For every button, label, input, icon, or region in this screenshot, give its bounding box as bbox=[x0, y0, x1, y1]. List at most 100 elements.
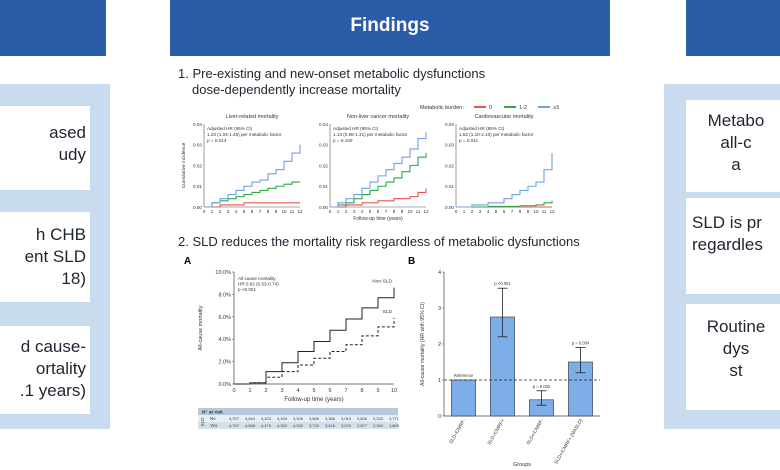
hr-annotation: Adjusted HR (95% CI) bbox=[333, 126, 379, 131]
x-tick-label: 9 bbox=[376, 388, 379, 394]
x-tick-label: 2 bbox=[471, 209, 474, 214]
x-tick-label: 6 bbox=[251, 209, 254, 214]
y-tick-label: 0.03 bbox=[319, 143, 328, 148]
risk-table-cell: 3,720 bbox=[309, 423, 320, 428]
x-tick-label: 9 bbox=[401, 209, 404, 214]
x-tick-label: 10 bbox=[533, 209, 539, 214]
finding-2-heading: 2. SLD reduces the mortality risk regard… bbox=[178, 234, 580, 249]
category-label: SLD-/CMRF+ bbox=[487, 418, 507, 446]
x-tick-label: 11 bbox=[416, 209, 421, 214]
y-tick-label: 1 bbox=[438, 378, 441, 384]
risk-table-group-label: SLD bbox=[200, 417, 205, 427]
risk-table-cell: 4,423 bbox=[261, 416, 271, 421]
series-line-2 bbox=[204, 144, 301, 208]
x-tick-label: 1 bbox=[248, 388, 251, 394]
hr-annotation: 1.23 (1.04-1.45) per metabolic factor bbox=[207, 132, 282, 137]
hr-annotation: Adjusted HR (95% CI) bbox=[459, 126, 505, 131]
left-box-3-line-1: d cause- bbox=[20, 337, 86, 356]
risk-table-cell: 2,677 bbox=[357, 423, 367, 428]
risk-table-cell: 3,014 bbox=[341, 416, 352, 421]
hr-annotation: Adjusted HR (95% CI) bbox=[207, 126, 253, 131]
left-box-3-line-2: ortality bbox=[35, 359, 86, 378]
risk-table-cell: 4,707 bbox=[229, 423, 239, 428]
x-tick-label: 5 bbox=[312, 388, 315, 394]
risk-table-header-bg bbox=[198, 408, 398, 415]
y-tick-label: 0.04 bbox=[193, 122, 202, 127]
y-tick-label: 0.01 bbox=[193, 184, 202, 189]
x-tick-label: 7 bbox=[344, 388, 347, 394]
risk-table-cell: 3,416 bbox=[325, 423, 335, 428]
series-label: Non-SLD bbox=[372, 279, 392, 285]
x-tick-label: 11 bbox=[542, 209, 547, 214]
x-tick-label: 5 bbox=[495, 209, 498, 214]
risk-table-cell: 4,263 bbox=[277, 423, 287, 428]
left-box-3-line-3: .1 years) bbox=[19, 381, 86, 400]
risk-table-cell: 3,358 bbox=[325, 416, 335, 421]
y-tick-label: 8.0% bbox=[218, 292, 231, 298]
chart-non-liver-cancer-mortality: Non-liver cancer mortality 0.00 0.01 0.02 0.… bbox=[319, 114, 429, 222]
right-panel: Metabo all-c a SLD is pr regardles Routi… bbox=[664, 84, 780, 429]
x-tick-label: 0 bbox=[203, 209, 206, 214]
series-line-0 bbox=[330, 188, 427, 208]
y-tick-label: 0.00 bbox=[193, 205, 202, 210]
hr-annotation: All-cause mortality bbox=[238, 276, 276, 281]
left-box-1-line-1: ased bbox=[49, 123, 86, 142]
risk-table-cell: 4,032 bbox=[293, 423, 303, 428]
x-tick-label: 2 bbox=[264, 388, 267, 394]
x-axis-label: Groups bbox=[513, 462, 531, 468]
risk-table-cell: 4,648 bbox=[245, 423, 255, 428]
x-tick-label: 1 bbox=[463, 209, 466, 214]
y-tick-label: 4.0% bbox=[218, 337, 231, 343]
risk-table-row-label: Yes bbox=[210, 423, 218, 428]
right-box-1: Metabo all-c a bbox=[686, 100, 780, 192]
x-tick-label: 8 bbox=[519, 209, 522, 214]
x-tick-label: 7 bbox=[511, 209, 514, 214]
legend-label-3plus: ≥3 bbox=[553, 105, 559, 111]
risk-table-row-bg bbox=[198, 422, 398, 429]
x-tick-label: 1 bbox=[211, 209, 214, 214]
y-tick-label: 2 bbox=[438, 342, 441, 348]
x-tick-label: 3 bbox=[353, 209, 356, 214]
finding-1-heading-line-1: 1. Pre-existing and new-onset metabolic … bbox=[178, 66, 486, 81]
x-tick-label: 2 bbox=[345, 209, 348, 214]
x-tick-label: 10 bbox=[281, 209, 287, 214]
y-tick-label: 0 bbox=[438, 414, 441, 420]
x-tick-label: 7 bbox=[385, 209, 388, 214]
x-tick-label: 0 bbox=[232, 388, 235, 394]
left-box-3: d cause- ortality .1 years) bbox=[0, 326, 90, 414]
y-axis-label: All-cause mortality (HR with 95% CI) bbox=[420, 302, 426, 386]
category-label-group: SLD+/CMRF+ (MASLD) bbox=[553, 418, 584, 466]
risk-table-row-bg bbox=[198, 415, 398, 422]
risk-table-cell: 1,771 bbox=[389, 416, 399, 421]
right-box-1-line-2: all-c bbox=[720, 133, 752, 152]
category-label-group: SLD-/CMRF- bbox=[448, 418, 467, 445]
y-tick-label: 0.03 bbox=[193, 143, 202, 148]
left-box-2-line-3: 18) bbox=[61, 269, 86, 288]
x-tick-label: 9 bbox=[527, 209, 530, 214]
panel-a-label: A bbox=[184, 256, 192, 267]
y-tick-label: 0.02 bbox=[319, 163, 328, 168]
y-tick-label: 0.00 bbox=[319, 205, 328, 210]
hr-annotation: p = 0.014 bbox=[206, 138, 227, 143]
chart-title: Liver-related mortality bbox=[226, 114, 279, 120]
x-tick-label: 3 bbox=[227, 209, 230, 214]
panel-b-label: B bbox=[408, 256, 416, 267]
bar-annotation: p = 0.002 bbox=[533, 384, 551, 389]
chart-all-cause-mortality-km: 0.0% 2.0% 4.0% 6.0% 8.0% 10.0% 0 1 2 3 4 5 6 7 8 9 10 Fol… bbox=[198, 270, 399, 429]
risk-table-row-label: No bbox=[210, 416, 216, 421]
right-box-2-line-1: SLD is pr bbox=[692, 213, 762, 232]
y-tick-label: 10.0% bbox=[215, 270, 231, 276]
y-axis-label: All-cause mortality bbox=[198, 305, 204, 350]
y-axis-label-group: Cumulative incidence bbox=[181, 142, 187, 188]
x-tick-label: 0 bbox=[455, 209, 458, 214]
right-box-1-line-3: a bbox=[731, 155, 741, 174]
right-box-3-line-2: dys bbox=[722, 339, 750, 358]
right-box-3-line-3: st bbox=[729, 361, 743, 380]
x-tick-label: 12 bbox=[549, 209, 555, 214]
left-box-1-line-2: udy bbox=[58, 145, 86, 164]
category-label: SLD+/CMRF- bbox=[526, 418, 546, 446]
y-tick-label: 0.04 bbox=[445, 122, 454, 127]
right-box-3: Routine dys st bbox=[686, 304, 780, 410]
bar-0 bbox=[451, 379, 476, 417]
x-tick-label: 1 bbox=[337, 209, 340, 214]
